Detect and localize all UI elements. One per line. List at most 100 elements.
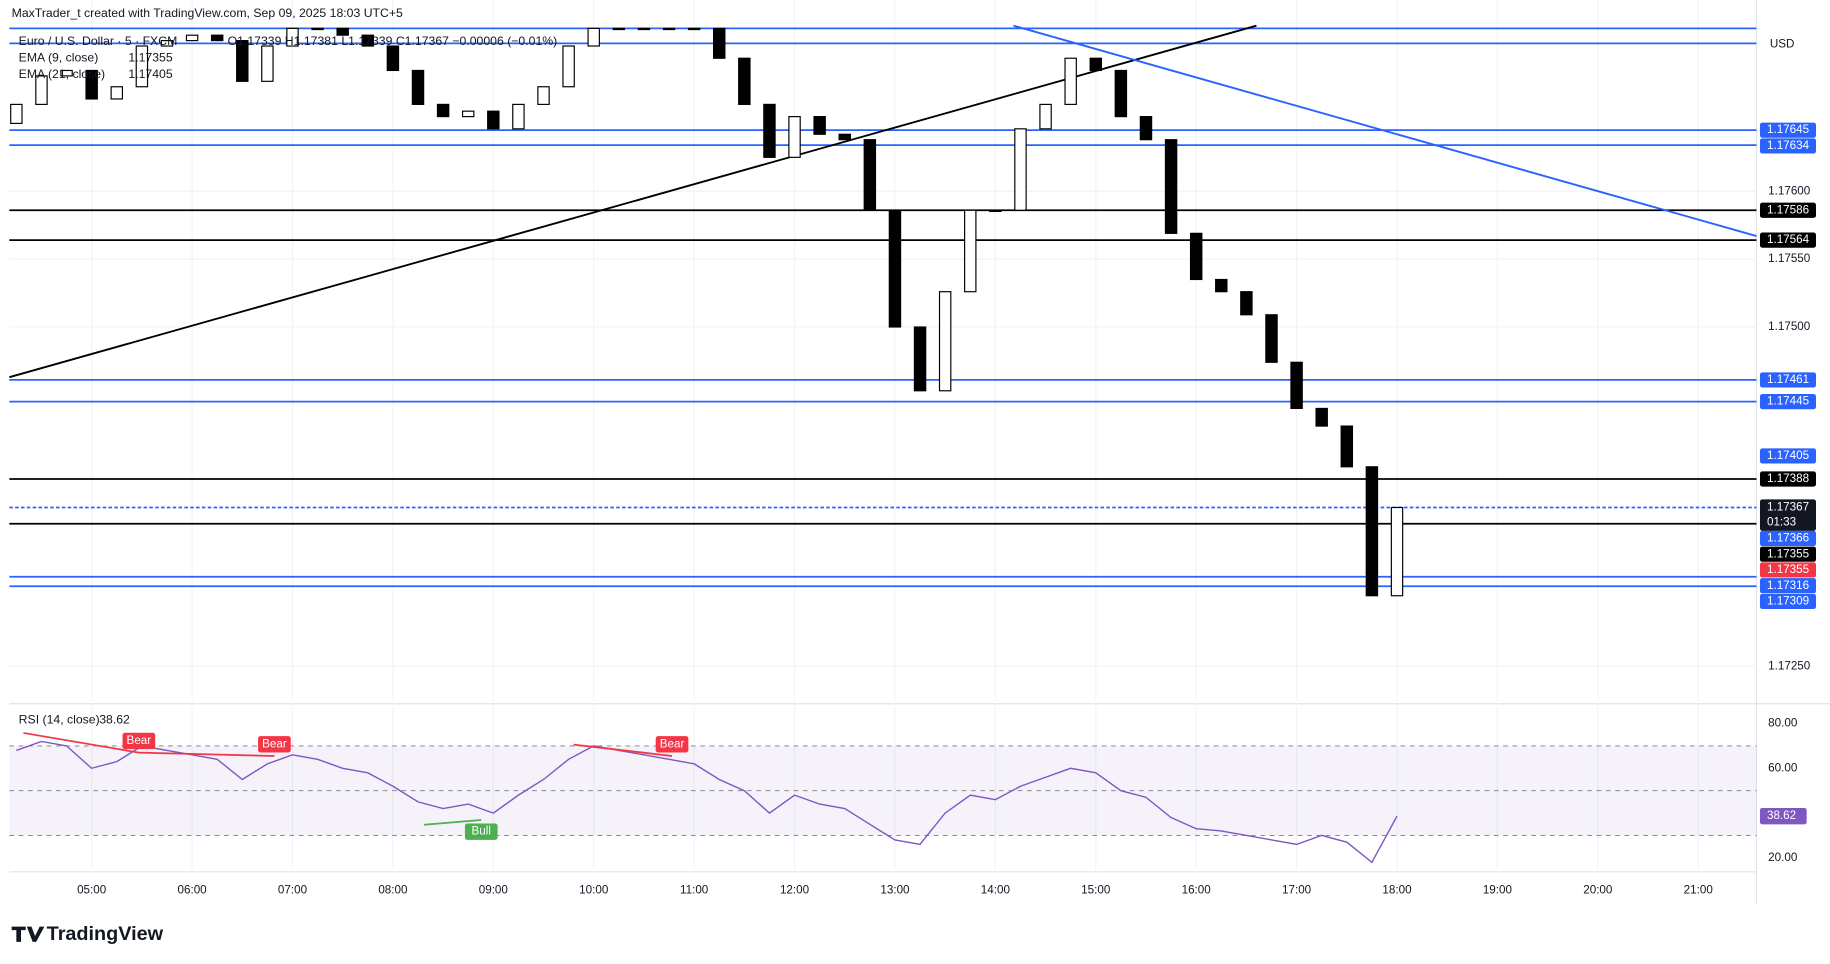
price-marker xyxy=(1759,530,1816,547)
overlay: 05:00 06:00 07:00 08:00 09:00 10:00 11:00 12:00… xyxy=(19,51,1816,897)
symbol: Euro / U.S. Dollar · 5 · FXCM xyxy=(19,34,178,48)
price-marker-label: 1.17586 xyxy=(1767,203,1809,216)
candle xyxy=(461,110,475,118)
price-marker-label: 1.17445 xyxy=(1767,395,1809,408)
x-tick-label: 11:00 xyxy=(680,884,709,897)
x-tick-label: 07:00 xyxy=(278,884,308,897)
y-tick-label: 1.17250 xyxy=(1768,659,1811,672)
candle xyxy=(1164,139,1178,234)
trendline xyxy=(1013,24,1757,237)
x-tick-label: 09:00 xyxy=(479,884,509,897)
x-tick-label: 16:00 xyxy=(1182,884,1212,897)
candle xyxy=(662,27,676,31)
y-tick-label: 1.17600 xyxy=(1768,184,1811,197)
candle xyxy=(1265,314,1278,363)
candle xyxy=(587,27,600,47)
trendline xyxy=(9,24,1257,379)
rsi-value: 38.62 xyxy=(99,712,130,726)
x-tick-label: 06:00 xyxy=(177,884,207,897)
candle xyxy=(1290,361,1303,410)
candle xyxy=(85,69,98,100)
signal-label: Bear xyxy=(660,737,685,750)
price-marker-label: 1.17309 xyxy=(1767,595,1809,608)
x-tick-label: 15:00 xyxy=(1081,884,1111,897)
candle xyxy=(838,133,851,141)
signal-label: Bear xyxy=(262,737,287,750)
price-marker-label: 1.17405 xyxy=(1767,449,1809,462)
signal-badge xyxy=(655,736,689,753)
x-tick-label: 14:00 xyxy=(981,884,1011,897)
price-marker xyxy=(1759,122,1816,138)
candle xyxy=(1215,278,1228,293)
logo: TradingView xyxy=(11,923,164,945)
candle xyxy=(562,45,575,88)
candle xyxy=(35,75,48,105)
signal-badge xyxy=(464,823,498,840)
candle xyxy=(210,34,224,42)
candle xyxy=(1114,69,1128,118)
price-marker xyxy=(1759,202,1816,218)
candle xyxy=(637,27,651,31)
x-tick-label: 12:00 xyxy=(780,884,810,897)
price-marker-label: 1.17366 xyxy=(1767,532,1809,545)
price-marker xyxy=(1759,562,1816,578)
candle xyxy=(336,27,349,36)
candle xyxy=(888,209,902,328)
divergence-line xyxy=(23,732,140,754)
x-tick-label: 18:00 xyxy=(1382,884,1412,897)
candle xyxy=(110,86,124,100)
candle xyxy=(286,27,299,47)
brand: TradingView xyxy=(47,923,164,945)
candle xyxy=(60,69,73,77)
candle xyxy=(763,103,776,158)
candle xyxy=(1039,103,1052,130)
divergence-line xyxy=(138,751,275,757)
rsi-tick-label: 60.00 xyxy=(1768,761,1798,774)
price-marker xyxy=(1759,394,1816,410)
candle xyxy=(964,209,977,293)
rsi-tick-label: 20.00 xyxy=(1768,851,1798,864)
divergence-line xyxy=(573,743,673,757)
divergence-line xyxy=(423,819,482,826)
price-marker xyxy=(1759,448,1816,464)
price-marker xyxy=(1759,593,1816,610)
price-marker-label: 1.17355 xyxy=(1767,563,1809,576)
x-tick-label: 13:00 xyxy=(880,884,910,897)
candle xyxy=(185,34,199,42)
candle xyxy=(1365,466,1379,597)
candle xyxy=(537,86,550,105)
rsi-line xyxy=(16,740,1398,864)
candle xyxy=(386,45,400,72)
candle xyxy=(1390,506,1404,597)
price-marker xyxy=(1759,232,1816,248)
x-tick-label: 10:00 xyxy=(579,884,609,897)
rsi-marker xyxy=(1759,807,1807,825)
grid xyxy=(9,0,1757,870)
price-marker-label: 1.17564 xyxy=(1767,233,1810,246)
candle xyxy=(10,103,23,124)
price-marker-label: 1.17634 xyxy=(1767,139,1810,152)
price-marker xyxy=(1759,546,1816,562)
indicator-name: EMA (21, close) xyxy=(19,67,105,81)
y-tick-label: 1.17550 xyxy=(1768,252,1811,265)
header: MaxTrader_t created with TradingView.com… xyxy=(12,6,403,20)
price-marker xyxy=(1759,471,1816,487)
candle xyxy=(1340,425,1354,468)
indicator-name: EMA (9, close) xyxy=(19,51,99,65)
candle xyxy=(261,45,274,82)
candle xyxy=(1014,128,1027,211)
candle xyxy=(160,40,174,47)
x-tick-label: 17:00 xyxy=(1282,884,1312,897)
candle xyxy=(311,27,324,31)
y-tick-label: 1.17500 xyxy=(1768,320,1811,333)
price-marker-label: 1.17388 xyxy=(1767,472,1809,485)
countdown: 01:33 xyxy=(1767,516,1796,529)
price-marker-label: 1.17355 xyxy=(1767,547,1809,560)
candle xyxy=(687,27,701,31)
candle xyxy=(411,69,425,105)
price-marker xyxy=(1759,372,1816,388)
x-tick-label: 08:00 xyxy=(378,884,408,897)
rsi-tick-label: 80.00 xyxy=(1768,717,1798,730)
candle xyxy=(938,291,952,392)
